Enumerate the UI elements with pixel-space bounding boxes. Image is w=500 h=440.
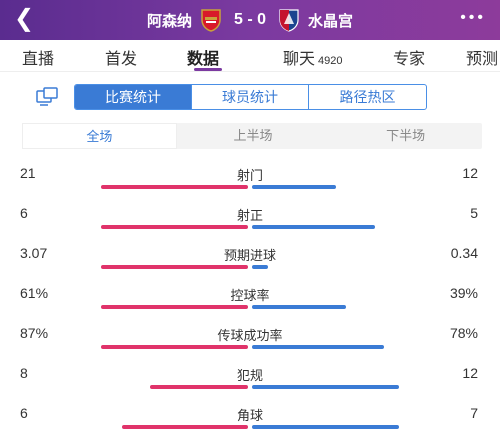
stat-row: 6 射正 5 (0, 200, 500, 240)
stat-label: 射门 (236, 168, 263, 183)
stat-home-bar (101, 265, 248, 269)
stat-row: 61% 控球率 39% (0, 280, 500, 320)
stat-away-value: 5 (470, 205, 478, 221)
stat-label: 预期进球 (223, 248, 276, 263)
stat-home-value: 6 (20, 405, 28, 421)
stat-home-bar (101, 305, 248, 309)
stat-away-bar (252, 425, 399, 429)
stat-away-bar (252, 225, 375, 229)
stat-away-value: 12 (462, 165, 478, 181)
match-score: 5 - 0 (233, 11, 266, 28)
stats-subtabs: 比赛统计 球员统计 路径热区 (0, 84, 500, 110)
stat-row: 8 犯规 12 (0, 360, 500, 400)
stat-home-bar (101, 185, 248, 189)
stat-label: 传球成功率 (217, 328, 283, 343)
subtab-player-stats[interactable]: 球员统计 (192, 85, 309, 109)
stats-type-segmented-control: 比赛统计 球员统计 路径热区 (74, 84, 427, 110)
stat-away-value: 39% (449, 285, 478, 301)
stat-home-value: 87% (20, 325, 49, 341)
period-full-match[interactable]: 全场 (22, 123, 177, 149)
crystal-palace-crest-icon (279, 9, 299, 32)
stat-home-bar (150, 385, 248, 389)
tab-expert[interactable]: 专家 (393, 51, 426, 68)
stat-away-value: 7 (470, 405, 478, 421)
away-team-name: 水晶宫 (308, 12, 354, 30)
stat-home-bar (101, 345, 248, 349)
tab-chat[interactable]: 聊天 4920 (283, 45, 343, 69)
stat-home-bar (101, 225, 248, 229)
tab-chat-label: 聊天 (283, 51, 316, 68)
stat-away-value: 78% (449, 325, 478, 341)
home-team-name: 阿森纳 (146, 12, 192, 30)
stat-away-bar (252, 385, 399, 389)
screen-cast-icon[interactable] (36, 87, 58, 107)
stat-row: 87% 传球成功率 78% (0, 320, 500, 360)
chevron-left-icon[interactable]: ❮ (14, 5, 35, 32)
arsenal-crest-icon (201, 9, 221, 32)
stat-away-bar (252, 305, 346, 309)
tab-data[interactable]: 数据 (187, 51, 220, 68)
stat-home-value: 3.07 (20, 245, 48, 261)
stat-home-value: 21 (20, 165, 36, 181)
stat-away-bar (252, 185, 336, 189)
tab-lineup[interactable]: 首发 (105, 51, 138, 68)
stat-away-value: 0.34 (450, 245, 478, 261)
stat-away-bar (252, 265, 268, 269)
tab-prediction[interactable]: 预测 (466, 51, 499, 68)
period-selector: 全场 上半场 下半场 (22, 123, 482, 149)
match-summary: 阿森纳 5 - 0 水晶宫 (0, 0, 500, 40)
match-header: ❮ 阿森纳 5 - 0 水晶宫 ••• (0, 0, 500, 40)
active-tab-indicator (194, 68, 222, 71)
stat-row: 6 角球 7 (0, 400, 500, 440)
stat-label: 角球 (236, 408, 263, 423)
stat-label: 控球率 (230, 288, 270, 303)
period-second-half[interactable]: 下半场 (386, 128, 426, 143)
stat-home-value: 8 (20, 365, 28, 381)
stat-row: 3.07 预期进球 0.34 (0, 240, 500, 280)
chat-count-badge: 4920 (318, 55, 343, 67)
stat-label: 射正 (236, 208, 263, 223)
stat-label: 犯规 (236, 368, 263, 383)
stat-home-value: 6 (20, 205, 28, 221)
subtab-heatmap[interactable]: 路径热区 (339, 89, 396, 105)
stat-row: 21 射门 12 (0, 160, 500, 200)
stat-home-bar (122, 425, 248, 429)
more-dots-icon[interactable]: ••• (460, 9, 486, 26)
subtab-match-stats[interactable]: 比赛统计 (75, 85, 192, 109)
stat-home-value: 61% (20, 285, 49, 301)
stat-away-value: 12 (462, 365, 478, 381)
period-first-half[interactable]: 上半场 (233, 128, 273, 143)
main-tabs: 直播 首发 数据 聊天 4920 专家 预测 (0, 40, 500, 72)
stat-away-bar (252, 345, 384, 349)
tab-live[interactable]: 直播 (22, 51, 55, 68)
